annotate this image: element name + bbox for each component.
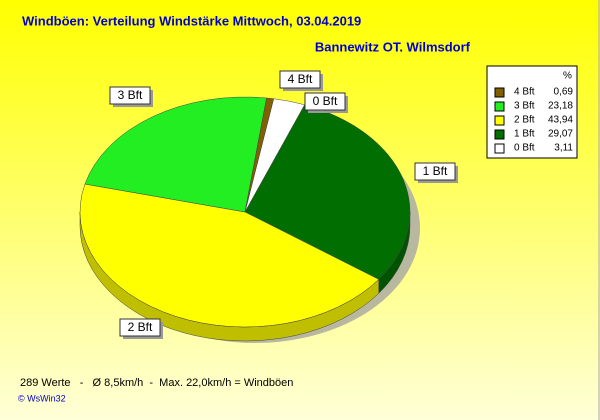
- label-box: [279, 70, 321, 89]
- legend-swatch: [494, 129, 505, 140]
- legend-box: [486, 65, 578, 159]
- legend-swatch: [494, 115, 505, 126]
- legend-swatch: [494, 143, 505, 154]
- legend-label: 3 Bft: [514, 101, 535, 112]
- label-box: [119, 318, 161, 337]
- legend: 4 Bft 0,69 3 Bft 23,18 2 Bft 43,94 1 Bft 29,07 0…: [494, 87, 574, 154]
- legend-value: 3,11: [554, 143, 573, 154]
- legend-label: 2 Bft: [514, 115, 535, 126]
- legend-swatch: [494, 87, 505, 98]
- legend-value: 23,18: [548, 101, 573, 112]
- slice-label: 3 Bft: [118, 88, 143, 102]
- legend-value: 0,69: [554, 87, 574, 98]
- legend-label: 4 Bft: [514, 87, 535, 98]
- legend-value: 29,07: [548, 129, 573, 140]
- chart-subtitle: Bannewitz OT. Wilmsdorf: [315, 39, 471, 54]
- slice-label: 1 Bft: [423, 164, 448, 178]
- label-box: [304, 92, 346, 111]
- credit: © WsWin32: [18, 393, 66, 403]
- label-box: [414, 162, 456, 181]
- slice-labels: 4 Bft 3 Bft 2 Bft 1 Bft 0 Bft: [109, 70, 458, 339]
- legend-value: 43,94: [548, 115, 573, 126]
- slice-label: 0 Bft: [313, 94, 338, 108]
- slice-label: 4 Bft: [288, 72, 313, 86]
- legend-label: 1 Bft: [514, 129, 535, 140]
- label-box: [109, 86, 151, 105]
- slice: [244, 104, 411, 280]
- legend-swatch: [494, 101, 505, 112]
- footer: 289 Werte - Ø 8,5km/h - Max. 22,0km/h = …: [20, 377, 293, 389]
- slice: [84, 96, 267, 213]
- pie: [79, 96, 411, 342]
- slice: [79, 183, 380, 328]
- slice: [244, 97, 274, 213]
- chart-title: Windböen: Verteilung Windstärke Mittwoch…: [22, 13, 361, 28]
- slice-label: 2 Bft: [128, 320, 153, 334]
- legend-label: 0 Bft: [514, 143, 535, 154]
- legend-header: %: [563, 71, 572, 82]
